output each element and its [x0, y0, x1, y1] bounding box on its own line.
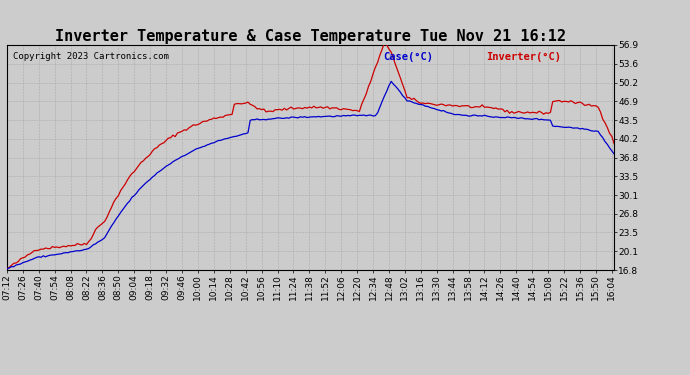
- Text: Inverter(°C): Inverter(°C): [486, 52, 562, 62]
- Text: Copyright 2023 Cartronics.com: Copyright 2023 Cartronics.com: [13, 52, 169, 61]
- Text: Case(°C): Case(°C): [384, 52, 433, 62]
- Title: Inverter Temperature & Case Temperature Tue Nov 21 16:12: Inverter Temperature & Case Temperature …: [55, 29, 566, 44]
